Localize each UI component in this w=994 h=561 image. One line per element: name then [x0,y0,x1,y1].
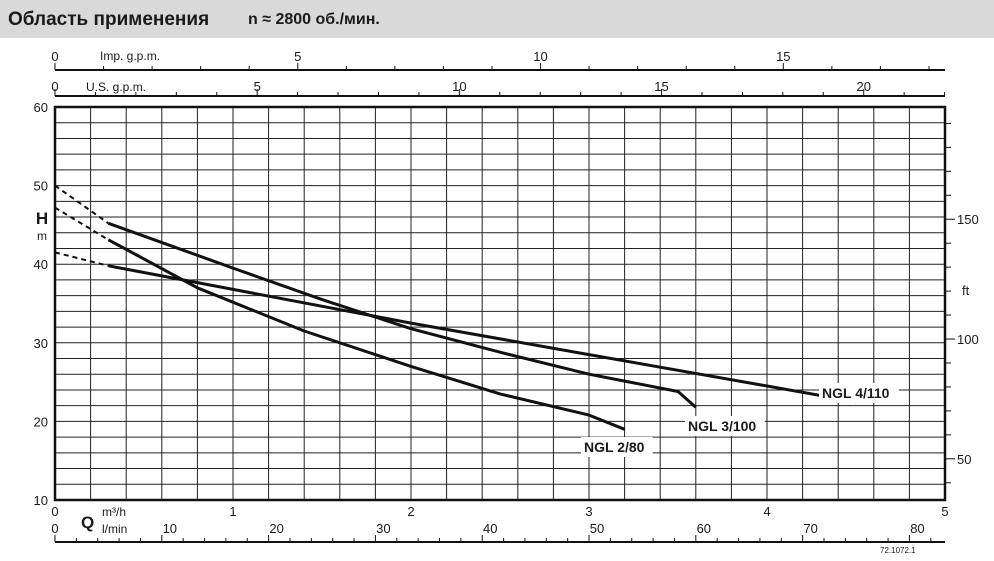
imp-gpm-tick-label: 10 [533,49,547,64]
curve-ngl-4-110 [108,264,857,404]
y-axis-unit-m: m [37,229,47,243]
us-gpm-tick-label: 10 [452,79,466,94]
m3h-unit-label: m³/h [102,505,126,519]
series-label-background [685,416,765,436]
imp-gpm-tick-label: 15 [776,49,790,64]
m3h-tick-label: 3 [585,504,592,519]
lmin-unit-label: l/min [102,522,127,536]
x-axis-title-q: Q [81,513,94,532]
figure-code: 72.1072.1 [880,546,916,555]
imp-gpm-tick-label: 5 [294,49,301,64]
lmin-tick-label: 10 [163,521,177,536]
imp-gpm-tick-label: 0 [51,49,58,64]
us-gpm-tick-label: 5 [254,79,261,94]
lmin-tick-label: 20 [269,521,283,536]
pump-curves [54,184,857,431]
us-gpm-axis-label: U.S. g.p.m. [86,80,146,94]
imp-gpm-axis-label: Imp. g.p.m. [100,49,160,63]
lmin-tick-label: 70 [803,521,817,536]
plot-frame [53,105,947,502]
h-m-tick-label: 10 [34,493,48,508]
us-gpm-tick-label: 0 [51,79,58,94]
lmin-tick-label: 0 [51,521,58,536]
h-m-tick-label: 20 [34,414,48,429]
us-gpm-tick-label: 15 [654,79,668,94]
y2-axis-unit-ft: ft [962,283,970,298]
h-m-tick-label: 60 [34,100,48,115]
curve-ngl-2-80 [107,238,626,431]
y-axis-title-h: H [36,209,48,228]
chart-grid [53,105,947,502]
curve-dashed-ngl-4-110 [54,251,109,267]
series-label: NGL 2/80 [584,439,645,455]
m3h-tick-label: 5 [941,504,948,519]
m3h-tick-label: 4 [763,504,770,519]
series-label: NGL 4/110 [822,385,890,401]
chart-subtitle-speed: n ≈ 2800 об./мин. [248,11,380,28]
curve-ngl-3-100 [107,221,697,409]
lmin-tick-label: 40 [483,521,497,536]
lmin-tick-label: 50 [590,521,604,536]
h-ft-tick-label: 50 [957,452,971,467]
lmin-tick-label: 30 [376,521,390,536]
m3h-tick-label: 1 [229,504,236,519]
series-label-background [581,437,653,457]
chart-title: Область применения [8,9,210,30]
h-m-tick-label: 50 [34,179,48,194]
series-label-background [819,383,899,403]
lmin-tick-label: 60 [697,521,711,536]
series-label: NGL 3/100 [688,418,756,434]
h-m-tick-label: 40 [34,257,48,272]
curve-dashed-ngl-3-100 [54,184,109,225]
m3h-tick-label: 0 [51,504,58,519]
title-bar: Область применения n ≈ 2800 об./мин. [0,0,994,38]
curve-dashed-ngl-2-80 [54,206,109,241]
h-ft-tick-label: 100 [957,332,979,347]
h-ft-tick-label: 150 [957,212,979,227]
chart-axes [54,63,955,543]
us-gpm-tick-label: 20 [856,79,870,94]
lmin-tick-label: 80 [910,521,924,536]
chart-labels: 0 5 10 15 Imp. g.p.m. 0 5 10 15 20 U.S. g.p.m. 0 1 2 3… [34,49,979,555]
m3h-tick-label: 2 [407,504,414,519]
h-m-tick-label: 30 [34,336,48,351]
